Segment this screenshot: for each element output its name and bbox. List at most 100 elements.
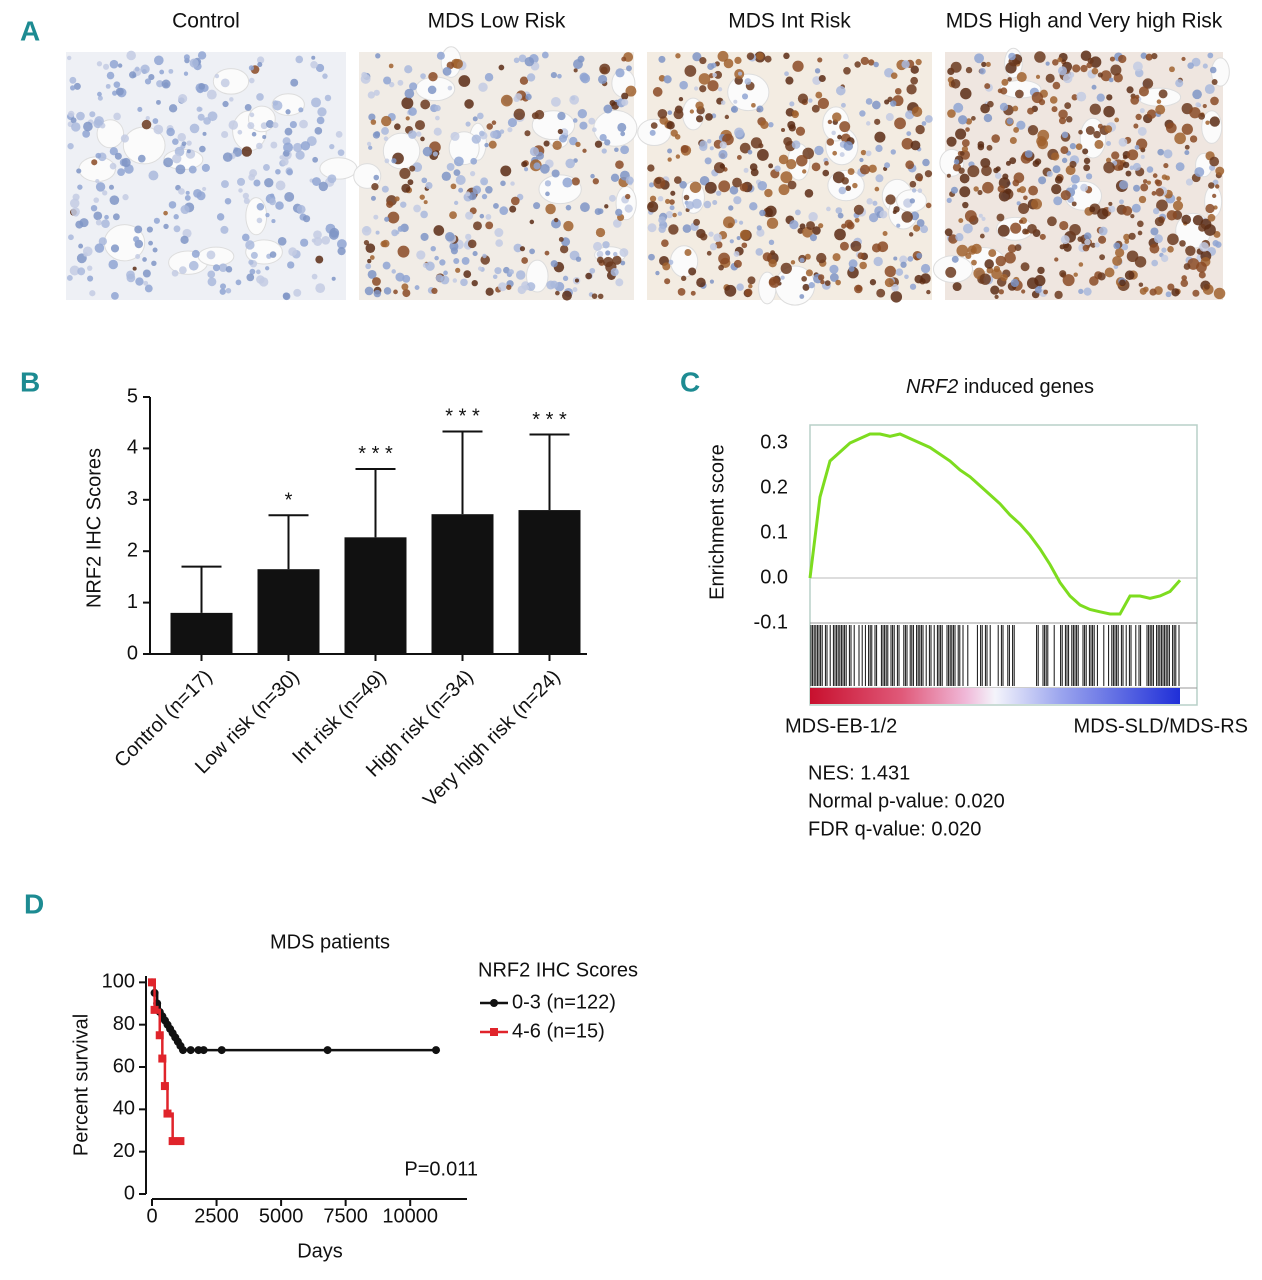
cell [144, 284, 153, 293]
cell [144, 78, 152, 85]
cell [95, 219, 102, 226]
cell [582, 148, 587, 153]
cell [1192, 289, 1200, 297]
survival-marker [323, 1046, 332, 1055]
cell [114, 152, 122, 160]
cell [71, 207, 80, 217]
cell [115, 87, 124, 96]
cell [302, 215, 311, 223]
cell [108, 184, 115, 190]
cell [845, 185, 852, 192]
cell [860, 56, 869, 66]
chart-title: NRF2 induced genes [906, 376, 1094, 398]
cell [790, 260, 796, 265]
cell [180, 204, 190, 215]
cell [1212, 193, 1217, 199]
y-tick-label: 40 [113, 1098, 135, 1120]
cell [120, 134, 130, 143]
cell [1039, 233, 1046, 240]
cell [848, 259, 858, 269]
cell [704, 181, 717, 194]
cell [507, 127, 513, 133]
cell [908, 232, 914, 237]
cell [619, 248, 629, 257]
panel-label: D [24, 888, 44, 919]
cell [372, 131, 380, 139]
cell [971, 116, 976, 121]
cell [324, 94, 332, 102]
cell [882, 231, 888, 237]
cell [521, 161, 528, 168]
cell [983, 226, 990, 233]
cell [743, 167, 749, 173]
cell [621, 56, 627, 62]
cell [1071, 94, 1078, 101]
cell [1000, 87, 1008, 95]
cell [83, 121, 93, 132]
x-tick-label: 5000 [259, 1205, 304, 1227]
cell [134, 225, 143, 234]
cell [894, 87, 902, 95]
cell [420, 99, 431, 110]
cell [553, 217, 559, 223]
cell [723, 216, 735, 229]
cell [1082, 148, 1089, 155]
cell [1005, 160, 1011, 166]
cell [750, 168, 759, 177]
cell [1043, 289, 1049, 295]
cell [545, 191, 550, 197]
cell [1077, 236, 1084, 242]
cell [222, 152, 233, 162]
cell [387, 211, 400, 224]
cell [1018, 203, 1030, 214]
cell [206, 250, 216, 260]
cell [843, 141, 854, 151]
cell [916, 219, 925, 227]
cell [1059, 220, 1069, 231]
cell [1073, 272, 1078, 277]
cell [875, 144, 883, 153]
legend-label: 0-3 (n=122) [512, 991, 616, 1013]
cell [729, 239, 734, 244]
cell [229, 97, 234, 102]
cell [368, 145, 373, 150]
cell [156, 99, 161, 105]
cell [655, 270, 660, 276]
cell [1098, 226, 1108, 236]
cell [329, 143, 335, 150]
cell [764, 188, 773, 198]
cell [409, 165, 416, 172]
cell [921, 121, 927, 126]
cell [284, 191, 295, 202]
cell [405, 116, 410, 121]
cell [1131, 203, 1141, 213]
cell [748, 283, 753, 289]
cell [1195, 102, 1201, 108]
cell [755, 248, 764, 256]
cell [316, 116, 325, 125]
cell [1163, 149, 1173, 159]
cell [101, 219, 110, 228]
cell [658, 55, 666, 63]
cell [712, 200, 718, 206]
cell [728, 205, 734, 211]
cell [1127, 149, 1139, 161]
cell [222, 100, 229, 108]
cell [896, 223, 901, 228]
cell [841, 102, 846, 108]
cell [1146, 166, 1154, 173]
cell [253, 179, 261, 187]
cell [605, 250, 611, 256]
cell [575, 256, 582, 262]
cell [900, 261, 907, 268]
cell [370, 195, 376, 201]
cell [670, 129, 678, 137]
stat-line: FDR q-value: 0.020 [808, 818, 981, 840]
micrograph-title: MDS Int Risk [728, 10, 851, 33]
cell [1078, 262, 1084, 267]
cell [370, 119, 377, 125]
cell [135, 277, 144, 286]
cell [372, 277, 381, 286]
cell [1038, 176, 1047, 185]
cell [603, 256, 614, 268]
